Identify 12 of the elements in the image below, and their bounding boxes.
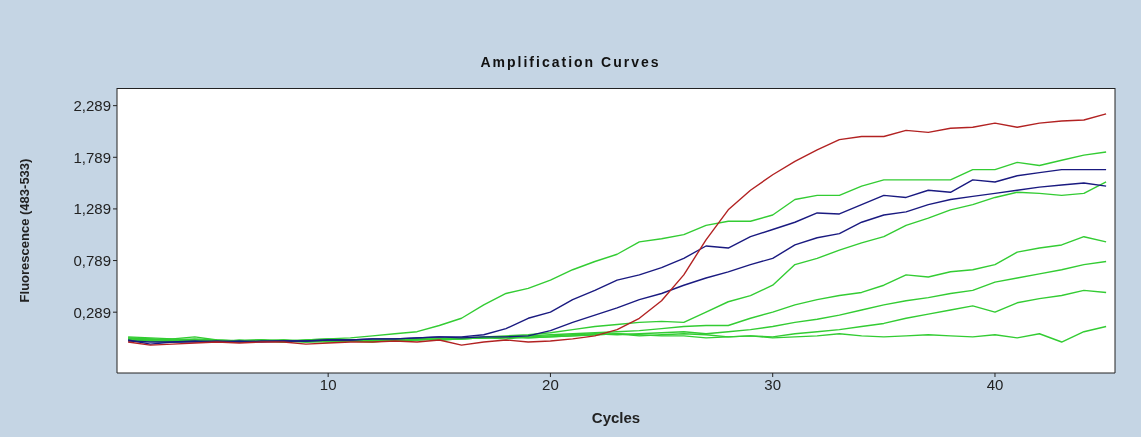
y-tick-label: 1,789 [73, 148, 111, 166]
y-axis-title: Fluorescence (483-533) [16, 158, 32, 303]
x-axis-title: Cycles [591, 409, 641, 426]
y-tick-label: 1,289 [73, 200, 111, 218]
x-tick-label: 20 [542, 375, 559, 393]
y-tick-label: 0,789 [73, 251, 111, 269]
x-tick-label: 30 [764, 375, 782, 393]
x-tick-label: 40 [986, 375, 1004, 393]
y-tick-label: 0,289 [73, 303, 111, 321]
x-tick-label: 10 [319, 375, 337, 393]
chart-title: Amplification Curves [479, 54, 662, 70]
y-tick-label: 2,289 [73, 96, 111, 114]
